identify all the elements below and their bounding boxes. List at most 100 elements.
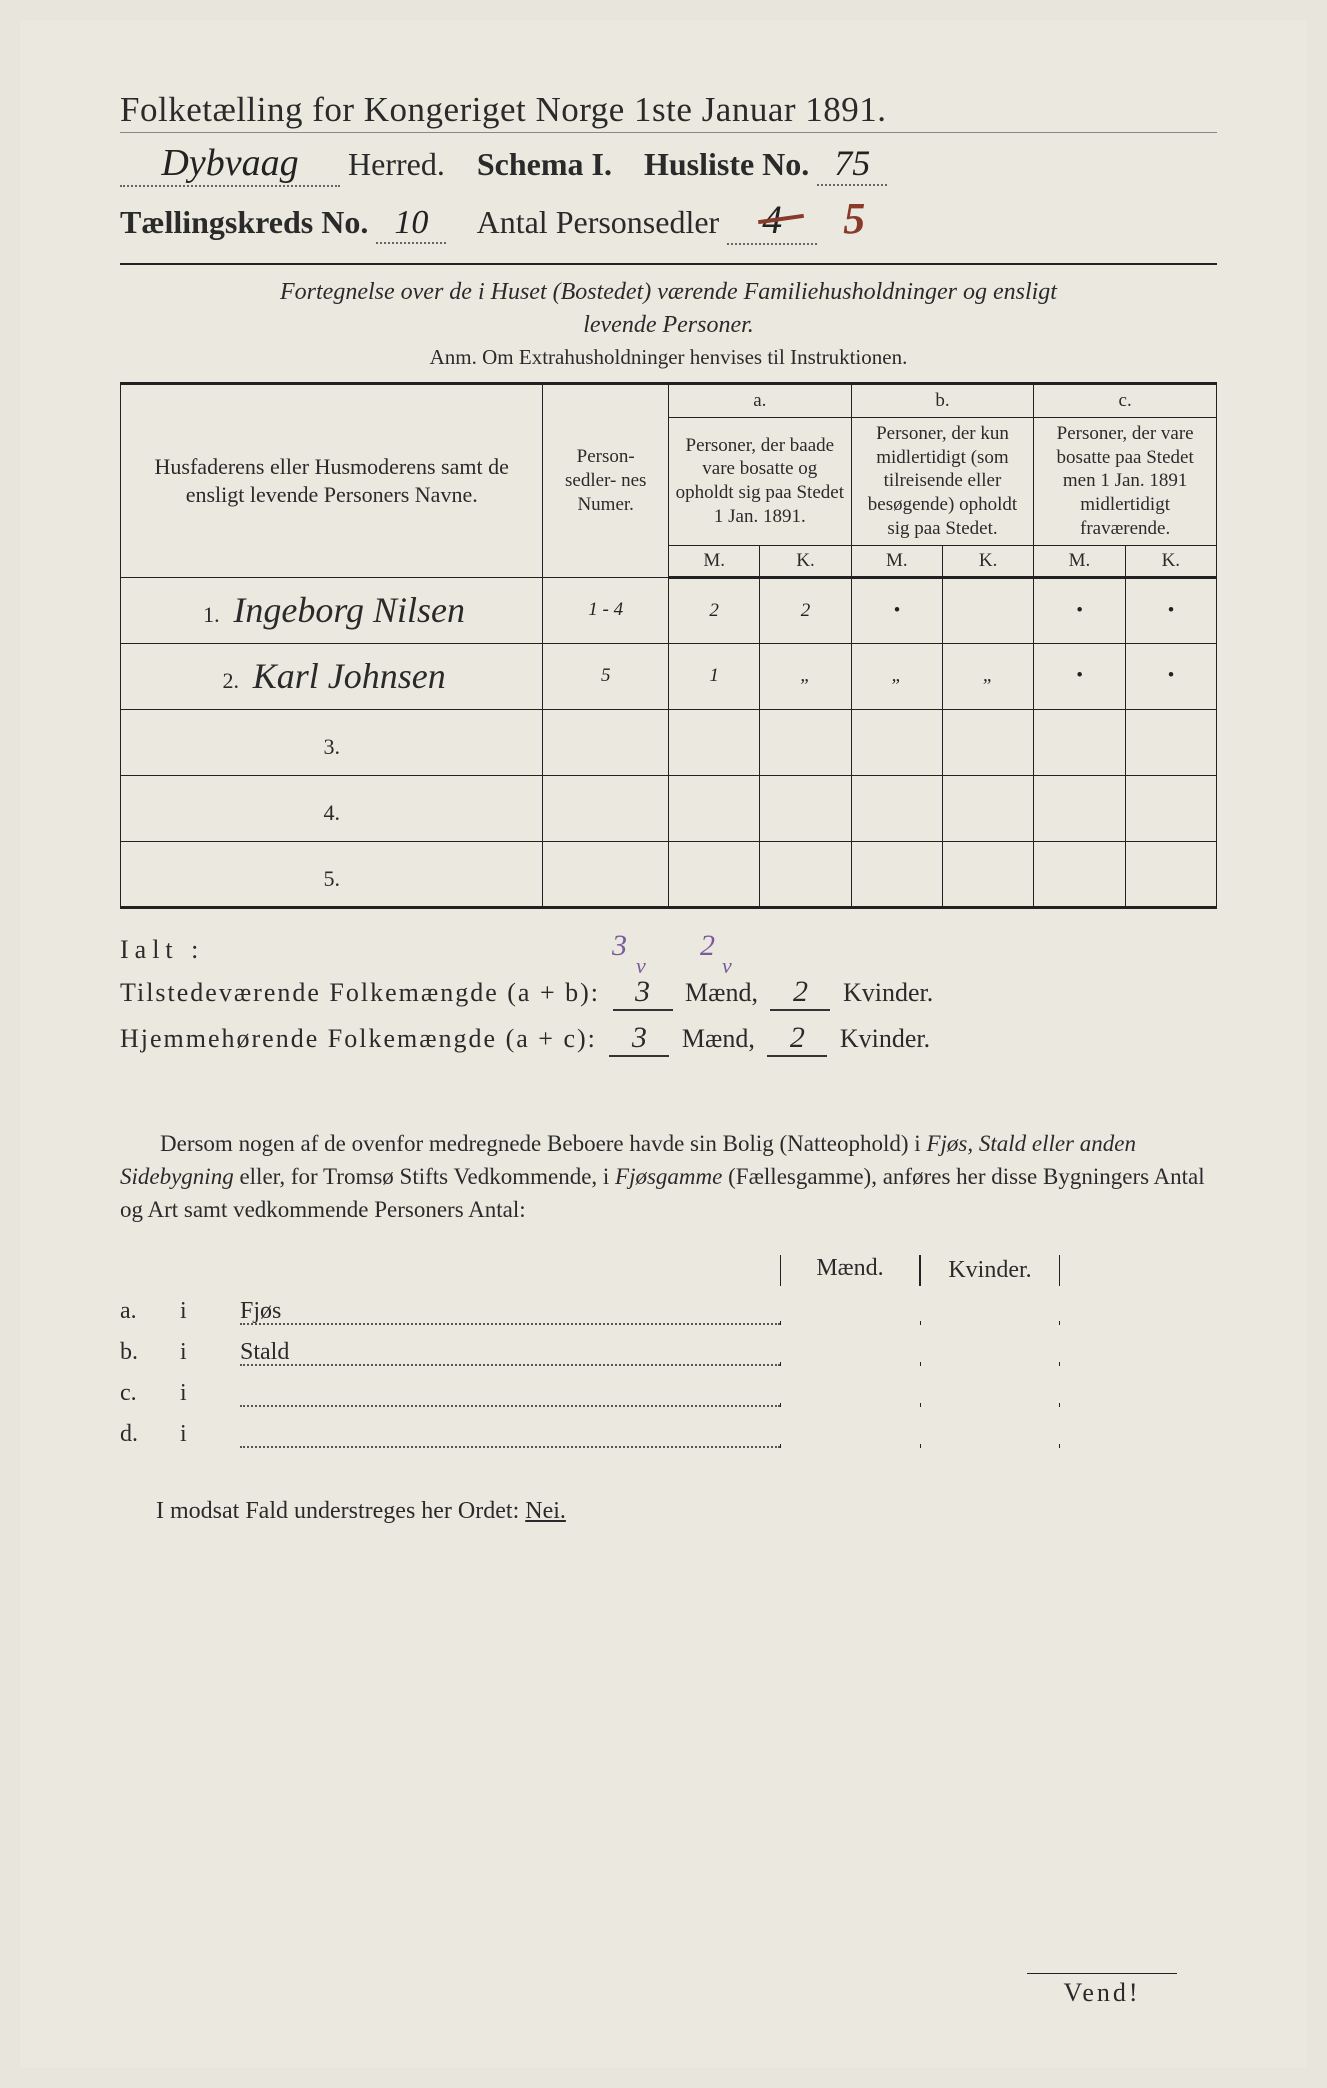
sum2-label: Hjemmehørende Folkemængde (a + c): — [120, 1024, 597, 1053]
sum1-m: 3 — [613, 975, 673, 1011]
th-b-text: Personer, der kun midlertidigt (som tilr… — [851, 417, 1034, 545]
bld-row: c. i — [120, 1380, 1217, 1407]
m-word: Mænd, — [682, 1024, 755, 1053]
bld-l: c. — [120, 1380, 180, 1407]
bld-label: Fjøs — [240, 1298, 281, 1324]
table-row: 4. — [121, 775, 1217, 841]
table-body: 1. Ingeborg Nilsen 1 - 4 2 2 • • • 2. Ka… — [121, 577, 1217, 907]
building-paragraph: Dersom nogen af de ovenfor medregnede Be… — [120, 1127, 1217, 1227]
cell-num — [543, 709, 669, 775]
cell-bM: • — [851, 577, 942, 643]
th-bK: K. — [942, 545, 1033, 577]
bld-m — [780, 1403, 920, 1407]
herred-value: Dybvaag — [120, 141, 340, 187]
kreds-label: Tællingskreds No. — [120, 204, 368, 240]
row-name: Ingeborg Nilsen — [233, 590, 465, 630]
cell-aM: 1 — [668, 643, 759, 709]
cell-cK: • — [1125, 643, 1216, 709]
bld-label: Stald — [240, 1339, 289, 1365]
row-num: 3. — [319, 734, 345, 760]
bld-l: d. — [120, 1421, 180, 1448]
building-table: Mænd. Kvinder. a. i Fjøs b. i Stald c. i… — [120, 1255, 1217, 1448]
bld-i: i — [180, 1298, 240, 1325]
bld-head-k: Kvinder. — [920, 1255, 1060, 1286]
cell-aM: 2 — [668, 577, 759, 643]
ialt-block: Ialt : 3 2 v v Tilstedeværende Folkemæng… — [120, 935, 1217, 1057]
bld-i: i — [180, 1421, 240, 1448]
cell-cM: • — [1034, 577, 1125, 643]
cell-bK — [942, 577, 1033, 643]
cell-cM: • — [1034, 643, 1125, 709]
th-c-label: c. — [1034, 384, 1217, 418]
k-word: Kvinder. — [840, 1024, 930, 1053]
bld-m — [780, 1444, 920, 1448]
header-line-3: Tællingskreds No. 10 Antal Personsedler … — [120, 193, 1217, 245]
sum-line-1: Tilstedeværende Folkemængde (a + b): 3 M… — [120, 975, 1217, 1011]
check-k: v — [722, 953, 732, 979]
row-name: Karl Johnsen — [253, 656, 446, 696]
row-num: 5. — [319, 866, 345, 892]
bld-head-m: Mænd. — [780, 1255, 920, 1286]
bld-l: a. — [120, 1298, 180, 1325]
husliste-value: 75 — [817, 142, 887, 186]
rule-1 — [120, 263, 1217, 265]
census-form-page: Folketælling for Kongeriget Norge 1ste J… — [20, 20, 1307, 2068]
cell-bM: „ — [851, 643, 942, 709]
row-num: 1. — [198, 602, 224, 628]
bld-row: b. i Stald — [120, 1339, 1217, 1366]
main-title: Folketælling for Kongeriget Norge 1ste J… — [120, 90, 1217, 133]
bld-m — [780, 1362, 920, 1366]
header-line-2: Dybvaag Herred. Schema I. Husliste No. 7… — [120, 141, 1217, 187]
th-name: Husfaderens eller Husmoderens samt de en… — [121, 384, 543, 578]
footer-nei: Nei. — [525, 1498, 566, 1524]
sum2-k: 2 — [767, 1021, 827, 1057]
row-num: 2. — [218, 668, 244, 694]
table-row: 1. Ingeborg Nilsen 1 - 4 2 2 • • • — [121, 577, 1217, 643]
bld-l: b. — [120, 1339, 180, 1366]
table-row: 5. — [121, 841, 1217, 907]
subtitle-1: Fortegnelse over de i Huset (Bostedet) v… — [120, 279, 1217, 306]
ialt-label: Ialt : — [120, 935, 204, 964]
sum-line-2: Hjemmehørende Folkemængde (a + c): 3 Mæn… — [120, 1021, 1217, 1057]
cell-aK: 2 — [760, 577, 851, 643]
ialt-purple-k: 2 — [700, 929, 715, 963]
th-bM: M. — [851, 545, 942, 577]
bld-i: i — [180, 1380, 240, 1407]
cell-bK: „ — [942, 643, 1033, 709]
subtitle-2: levende Personer. — [120, 312, 1217, 339]
k-word: Kvinder. — [843, 978, 933, 1007]
para-t1: Dersom nogen af de ovenfor medregnede Be… — [160, 1131, 926, 1156]
th-cK: K. — [1125, 545, 1216, 577]
th-aK: K. — [760, 545, 851, 577]
bld-k — [920, 1403, 1060, 1407]
th-aM: M. — [668, 545, 759, 577]
para-t2: eller, for Tromsø Stifts Vedkommende, i — [234, 1164, 615, 1189]
bld-i: i — [180, 1339, 240, 1366]
antal-label: Antal Personsedler — [477, 204, 720, 240]
bld-k — [920, 1444, 1060, 1448]
table-row: 3. — [121, 709, 1217, 775]
cell-aK: „ — [760, 643, 851, 709]
cell-num: 1 - 4 — [543, 577, 669, 643]
th-c-text: Personer, der vare bosatte paa Stedet me… — [1034, 417, 1217, 545]
cell-cK: • — [1125, 577, 1216, 643]
row-num: 4. — [319, 800, 345, 826]
th-cM: M. — [1034, 545, 1125, 577]
footer-line: I modsat Fald understreges her Ordet: Ne… — [120, 1498, 1217, 1525]
antal-corrected: 5 — [843, 194, 865, 243]
bld-k — [920, 1321, 1060, 1325]
check-m: v — [636, 953, 646, 979]
bld-row: a. i Fjøs — [120, 1298, 1217, 1325]
th-a-text: Personer, der baade vare bosatte og opho… — [668, 417, 851, 545]
bld-k — [920, 1362, 1060, 1366]
th-num: Person- sedler- nes Numer. — [543, 384, 669, 578]
antal-struck: 4 — [762, 196, 782, 243]
footer-text: I modsat Fald understreges her Ordet: — [156, 1498, 525, 1524]
th-a-label: a. — [668, 384, 851, 418]
para-i2: Fjøsgamme — [615, 1164, 722, 1189]
anm-note: Anm. Om Extrahusholdninger henvises til … — [120, 345, 1217, 370]
household-table: Husfaderens eller Husmoderens samt de en… — [120, 382, 1217, 909]
sum2-m: 3 — [609, 1021, 669, 1057]
sum1-label: Tilstedeværende Folkemængde (a + b): — [120, 978, 600, 1007]
schema-label: Schema I. — [477, 146, 612, 182]
